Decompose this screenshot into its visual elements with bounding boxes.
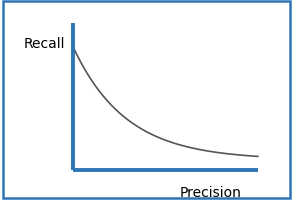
Text: Precision: Precision: [180, 185, 242, 199]
Text: Recall: Recall: [23, 37, 65, 51]
